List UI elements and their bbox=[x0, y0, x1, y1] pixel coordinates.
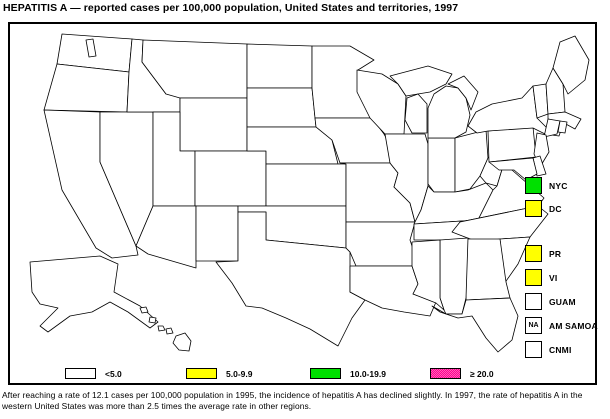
legend-swatch-ge20 bbox=[430, 368, 461, 379]
territory-swatch-pr bbox=[525, 245, 542, 262]
territory-row-pr: PR bbox=[525, 245, 561, 262]
territory-swatch-dc bbox=[525, 200, 542, 217]
territory-swatch-cnmi bbox=[525, 341, 542, 358]
legend-item-lt5: <5.0 bbox=[65, 368, 122, 379]
territory-swatch-vi bbox=[525, 269, 542, 286]
legend-label-5to9: 5.0-9.9 bbox=[226, 368, 253, 379]
territory-row-dc: DC bbox=[525, 200, 562, 217]
territory-swatch-guam bbox=[525, 293, 542, 310]
territory-row-nyc: NYC bbox=[525, 177, 568, 194]
legend-swatch-5to9 bbox=[186, 368, 217, 379]
legend-item-5to9: 5.0-9.9 bbox=[186, 368, 252, 379]
legend-swatch-lt5 bbox=[65, 368, 96, 379]
territory-row-guam: GUAM bbox=[525, 293, 576, 310]
map-frame bbox=[8, 22, 597, 385]
legend-label-10to19: 10.0-19.9 bbox=[350, 368, 386, 379]
legend-item-ge20: ≥ 20.0 bbox=[430, 368, 494, 379]
territory-swatch-nyc bbox=[525, 177, 542, 194]
territory-label-nyc: NYC bbox=[549, 180, 568, 191]
territory-row-vi: VI bbox=[525, 269, 557, 286]
legend-label-ge20: ≥ 20.0 bbox=[470, 368, 494, 379]
territory-label-vi: VI bbox=[549, 272, 558, 283]
territory-row-cnmi: CNMI bbox=[525, 341, 572, 358]
figure-caption: After reaching a rate of 12.1 cases per … bbox=[2, 390, 583, 411]
territory-label-guam: GUAM bbox=[549, 296, 576, 307]
territory-label-am-samoa: AM SAMOA bbox=[549, 320, 598, 331]
territory-row-am-samoa: NA AM SAMOA bbox=[525, 317, 598, 334]
territory-swatch-am-samoa: NA bbox=[525, 317, 542, 334]
territory-label-dc: DC bbox=[549, 203, 562, 214]
legend-item-10to19: 10.0-19.9 bbox=[310, 368, 386, 379]
territory-label-cnmi: CNMI bbox=[549, 344, 572, 355]
territory-label-pr: PR bbox=[549, 248, 562, 259]
legend-label-lt5: <5.0 bbox=[105, 368, 122, 379]
legend-swatch-10to19 bbox=[310, 368, 341, 379]
figure-title: HEPATITIS A — reported cases per 100,000… bbox=[3, 2, 459, 14]
